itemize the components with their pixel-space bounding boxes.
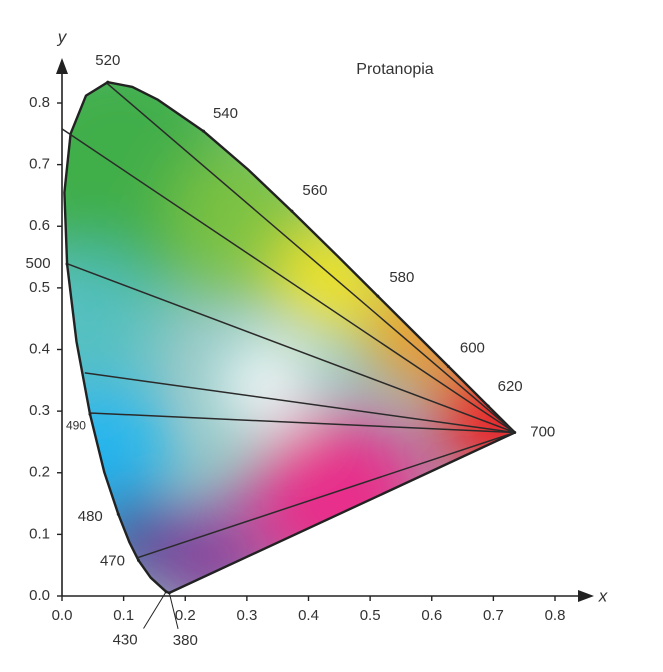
x-tick-label: 0.0 [52, 607, 73, 624]
x-tick-label: 0.1 [113, 607, 134, 624]
y-tick-label: 0.6 [29, 217, 50, 234]
wavelength-point [136, 558, 140, 562]
wavelength-point [513, 431, 517, 435]
chart-title: Protanopia [356, 61, 433, 78]
wavelength-label: 500 [26, 255, 51, 272]
confusion-line [89, 412, 515, 434]
y-axis-label: y [57, 27, 68, 46]
spectral-locus [63, 81, 516, 595]
wavelength-label: 490 [66, 418, 86, 432]
wavelength-label: 520 [95, 52, 120, 69]
y-tick-label: 0.0 [29, 587, 50, 604]
wavelength-point [116, 512, 120, 516]
x-tick-label: 0.3 [236, 607, 257, 624]
wavelength-label: 380 [173, 632, 198, 649]
confusion-line [84, 372, 515, 434]
y-tick-label: 0.1 [29, 525, 50, 542]
wavelength-point [88, 412, 92, 416]
wavelength-point [201, 129, 205, 133]
x-axis-label: x [598, 586, 608, 605]
y-tick-label: 0.5 [29, 279, 50, 296]
wavelength-point [290, 209, 294, 213]
x-tick-label: 0.4 [298, 607, 319, 624]
wavelength-point [106, 80, 110, 84]
y-tick-label: 0.4 [29, 340, 50, 357]
confusion-line [106, 82, 516, 434]
wavelength-label: 700 [530, 423, 555, 440]
wavelength-label: 600 [460, 339, 485, 356]
wavelength-label: 620 [498, 378, 523, 395]
x-tick-label: 0.8 [545, 607, 566, 624]
x-arrow [578, 590, 594, 602]
leader-line [168, 592, 179, 630]
x-tick-label: 0.5 [360, 607, 381, 624]
x-tick-label: 0.7 [483, 607, 504, 624]
wavelength-label: 430 [113, 632, 138, 649]
wavelength-point [376, 294, 380, 298]
wavelength-label: 470 [100, 552, 125, 569]
y-tick-label: 0.7 [29, 156, 50, 173]
wavelength-label: 580 [389, 269, 414, 286]
wavelength-point [486, 404, 490, 408]
wavelength-point [446, 364, 450, 368]
confusion-line [65, 262, 516, 434]
wavelength-label: 540 [213, 105, 238, 122]
y-tick-label: 0.8 [29, 94, 50, 111]
y-arrow [56, 58, 68, 74]
leader-line [143, 591, 167, 629]
x-tick-label: 0.6 [421, 607, 442, 624]
x-tick-label: 0.2 [175, 607, 196, 624]
y-tick-label: 0.3 [29, 402, 50, 419]
y-tick-label: 0.2 [29, 464, 50, 481]
confusion-line [61, 128, 516, 434]
wavelength-point [65, 262, 69, 266]
wavelength-label: 560 [302, 182, 327, 199]
confusion-line [136, 431, 515, 559]
wavelength-label: 480 [78, 508, 103, 525]
